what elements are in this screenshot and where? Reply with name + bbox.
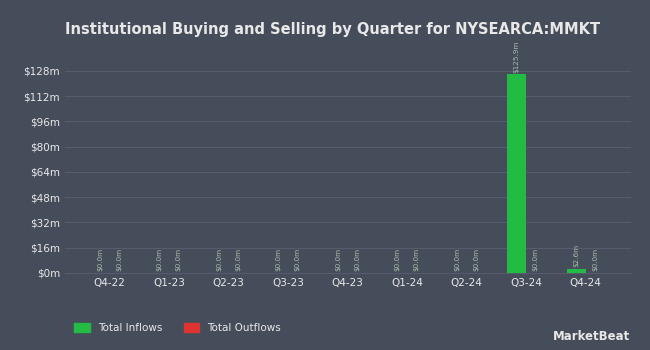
Text: $0.0m: $0.0m (294, 248, 301, 271)
Text: $0.0m: $0.0m (98, 248, 103, 271)
Text: $0.0m: $0.0m (354, 248, 360, 271)
Legend: Total Inflows, Total Outflows: Total Inflows, Total Outflows (70, 319, 285, 337)
Text: $0.0m: $0.0m (216, 248, 222, 271)
Text: Institutional Buying and Selling by Quarter for NYSEARCA:MMKT: Institutional Buying and Selling by Quar… (65, 22, 600, 37)
Text: $0.0m: $0.0m (116, 248, 122, 271)
Text: $0.0m: $0.0m (157, 248, 162, 271)
Text: MarketBeat: MarketBeat (553, 330, 630, 343)
Text: $0.0m: $0.0m (454, 248, 460, 271)
Bar (567, 269, 586, 273)
Text: $0.0m: $0.0m (335, 248, 341, 271)
Text: $0.0m: $0.0m (235, 248, 241, 271)
Text: $0.0m: $0.0m (414, 248, 420, 271)
Text: $0.0m: $0.0m (473, 248, 479, 271)
Text: $0.0m: $0.0m (276, 248, 281, 271)
Text: $2.6m: $2.6m (573, 244, 579, 267)
Text: $0.0m: $0.0m (533, 248, 539, 271)
Text: $0.0m: $0.0m (176, 248, 182, 271)
Text: $0.0m: $0.0m (592, 248, 598, 271)
Text: $0.0m: $0.0m (395, 248, 401, 271)
Text: $125.9m: $125.9m (514, 40, 520, 72)
Bar (507, 74, 526, 273)
